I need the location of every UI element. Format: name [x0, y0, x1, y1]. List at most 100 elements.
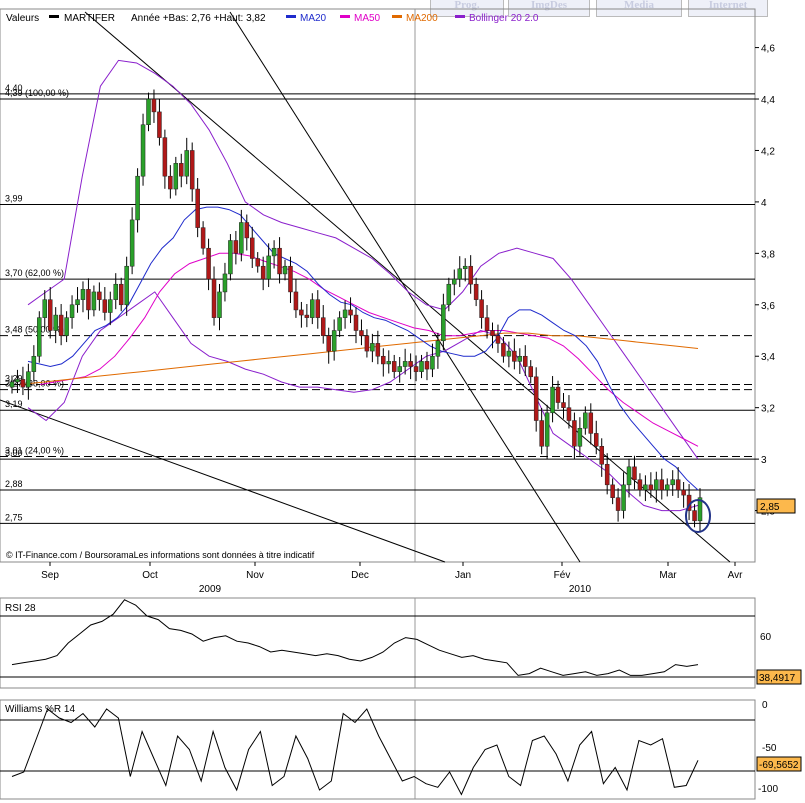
candle — [331, 330, 337, 352]
candle — [594, 433, 599, 447]
candle — [572, 420, 577, 447]
level-lines: 4,404,39 (100,00 %) 3,99 3,70 (62,00 %) 3,4… — [0, 83, 755, 524]
candle — [364, 335, 370, 352]
candle — [244, 222, 250, 239]
candle — [424, 361, 430, 370]
candle — [621, 484, 626, 511]
rsi-tick-60: 60 — [760, 632, 772, 643]
level-label: 4,39 (100,00 %) — [5, 88, 69, 98]
williams-title: Williams %R 14 — [5, 704, 75, 715]
candle — [479, 299, 484, 318]
candle — [517, 355, 523, 362]
level-label: 3,27 (38,00 %) — [5, 379, 64, 389]
candle — [140, 124, 146, 177]
level-label: 4,40 — [5, 83, 23, 93]
candle — [189, 150, 195, 190]
y-tick-label: 4,2 — [761, 146, 775, 157]
legend: MA20 MA50 MA200 Bollinger 20 2.0 — [286, 13, 539, 24]
candle — [342, 309, 348, 318]
candle — [135, 175, 140, 221]
trend-line — [84, 11, 731, 563]
legend-swatch — [340, 15, 350, 18]
candle — [91, 291, 97, 311]
year-label: 2010 — [569, 584, 592, 595]
level-label: 3,19 — [5, 399, 23, 409]
candle — [80, 289, 86, 300]
candle — [179, 163, 184, 177]
candle — [648, 484, 654, 491]
legend-swatch — [392, 15, 402, 18]
candle — [408, 361, 413, 367]
x-tick-label: Oct — [142, 570, 158, 581]
ma200-line — [19, 332, 699, 385]
y-tick-label: 3,8 — [761, 249, 775, 260]
candles — [9, 89, 703, 532]
candle — [490, 330, 495, 336]
candle — [31, 355, 37, 372]
candle — [370, 343, 375, 352]
candle — [654, 479, 659, 491]
candle — [299, 309, 304, 316]
candle — [222, 273, 228, 293]
x-axis: Sep Oct Nov Dec Jan Fév Mar Avr 2009 2010 — [41, 562, 743, 595]
candle — [583, 412, 588, 429]
legend-swatch — [455, 15, 465, 18]
y-tick-label: 4 — [761, 198, 767, 209]
rsi-title: RSI 28 — [5, 603, 36, 614]
candle — [129, 219, 135, 267]
candle — [391, 361, 397, 372]
candle — [20, 379, 26, 388]
candle — [506, 350, 512, 357]
rsi-series — [11, 599, 699, 676]
candle — [206, 247, 211, 280]
x-tick-label: Mar — [659, 570, 677, 581]
candle — [588, 412, 594, 434]
rsi-value-label: 38,4917 — [759, 673, 796, 684]
level-label: 2,88 — [5, 479, 23, 489]
candle — [632, 466, 637, 480]
candle — [69, 304, 75, 318]
x-tick-label: Avr — [728, 570, 743, 581]
candle — [599, 446, 604, 465]
williams-series — [11, 708, 699, 796]
candle — [637, 479, 643, 491]
candle — [173, 163, 179, 190]
bollinger-upper-line — [27, 59, 699, 460]
candle — [681, 489, 686, 496]
candle — [64, 317, 69, 336]
candle — [288, 265, 293, 293]
year-label: 2009 — [199, 584, 222, 595]
legend-swatch — [286, 15, 296, 18]
header-symbol: MARTIFER — [64, 13, 115, 24]
candle — [604, 464, 610, 486]
ma20-line — [27, 206, 699, 491]
candle — [195, 188, 200, 228]
x-tick-label: Fév — [554, 570, 571, 581]
candle — [528, 366, 533, 378]
candle — [53, 314, 58, 331]
candle — [457, 268, 462, 280]
rsi-line — [11, 599, 699, 676]
candle — [348, 309, 353, 316]
candle — [697, 497, 703, 522]
y-tick-label: 3,4 — [761, 352, 775, 363]
candle — [610, 484, 615, 498]
trend-line — [0, 399, 446, 563]
candle — [430, 355, 435, 370]
candle — [260, 265, 266, 280]
level-label: 3,29 — [5, 374, 23, 384]
candle — [566, 407, 572, 421]
candle — [315, 299, 321, 318]
candle — [555, 386, 561, 403]
candle — [501, 343, 506, 357]
candle — [26, 371, 31, 388]
footer-note: © IT-Finance.com / BoursoramaLes informa… — [6, 550, 315, 560]
williams-value-box — [756, 756, 802, 772]
indicator-lines — [19, 59, 699, 512]
candle — [162, 137, 168, 177]
candle — [200, 227, 206, 249]
level-label: 3,99 — [5, 193, 23, 203]
candle — [157, 111, 162, 138]
candle — [124, 265, 129, 306]
